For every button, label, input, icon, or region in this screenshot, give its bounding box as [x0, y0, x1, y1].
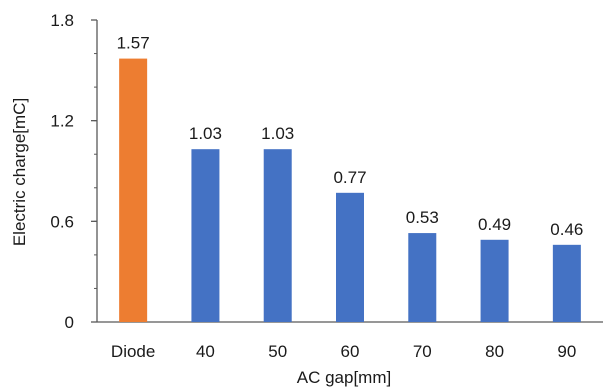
data-label: 1.03	[261, 124, 294, 143]
data-label: 0.53	[406, 208, 439, 227]
bar-diode	[119, 58, 148, 322]
data-label: 0.77	[333, 168, 366, 187]
y-axis: 0 0.6 1.2 1.8	[50, 11, 98, 332]
bar-80	[480, 239, 509, 322]
data-label: 0.49	[478, 215, 511, 234]
x-tick-label: 90	[557, 342, 576, 361]
bar-50	[263, 149, 292, 322]
bar-70	[408, 233, 437, 322]
x-tick-label: 60	[341, 342, 360, 361]
data-labels: 1.57 1.03 1.03 0.77 0.53 0.49 0.46	[117, 34, 584, 239]
bar-40	[191, 149, 220, 322]
x-tick-label: 80	[485, 342, 504, 361]
data-label: 0.46	[550, 220, 583, 239]
data-label: 1.03	[189, 124, 222, 143]
x-tick-label: 40	[196, 342, 215, 361]
x-tick-label: Diode	[111, 342, 155, 361]
x-tick-label: 70	[413, 342, 432, 361]
x-axis: Diode 40 50 60 70 80 90	[97, 321, 603, 361]
bar-90	[552, 244, 581, 322]
y-tick-label: 0	[65, 313, 74, 332]
bar-60	[336, 192, 364, 322]
x-axis-title: AC gap[mm]	[297, 368, 391, 387]
data-label: 1.57	[117, 34, 150, 53]
y-tick-label: 0.6	[50, 212, 74, 231]
y-axis-title: Electric charge[mC]	[10, 98, 29, 246]
y-tick-label: 1.8	[50, 11, 74, 30]
bars	[119, 58, 581, 322]
x-tick-label: 50	[268, 342, 287, 361]
y-tick-label: 1.2	[50, 112, 74, 131]
